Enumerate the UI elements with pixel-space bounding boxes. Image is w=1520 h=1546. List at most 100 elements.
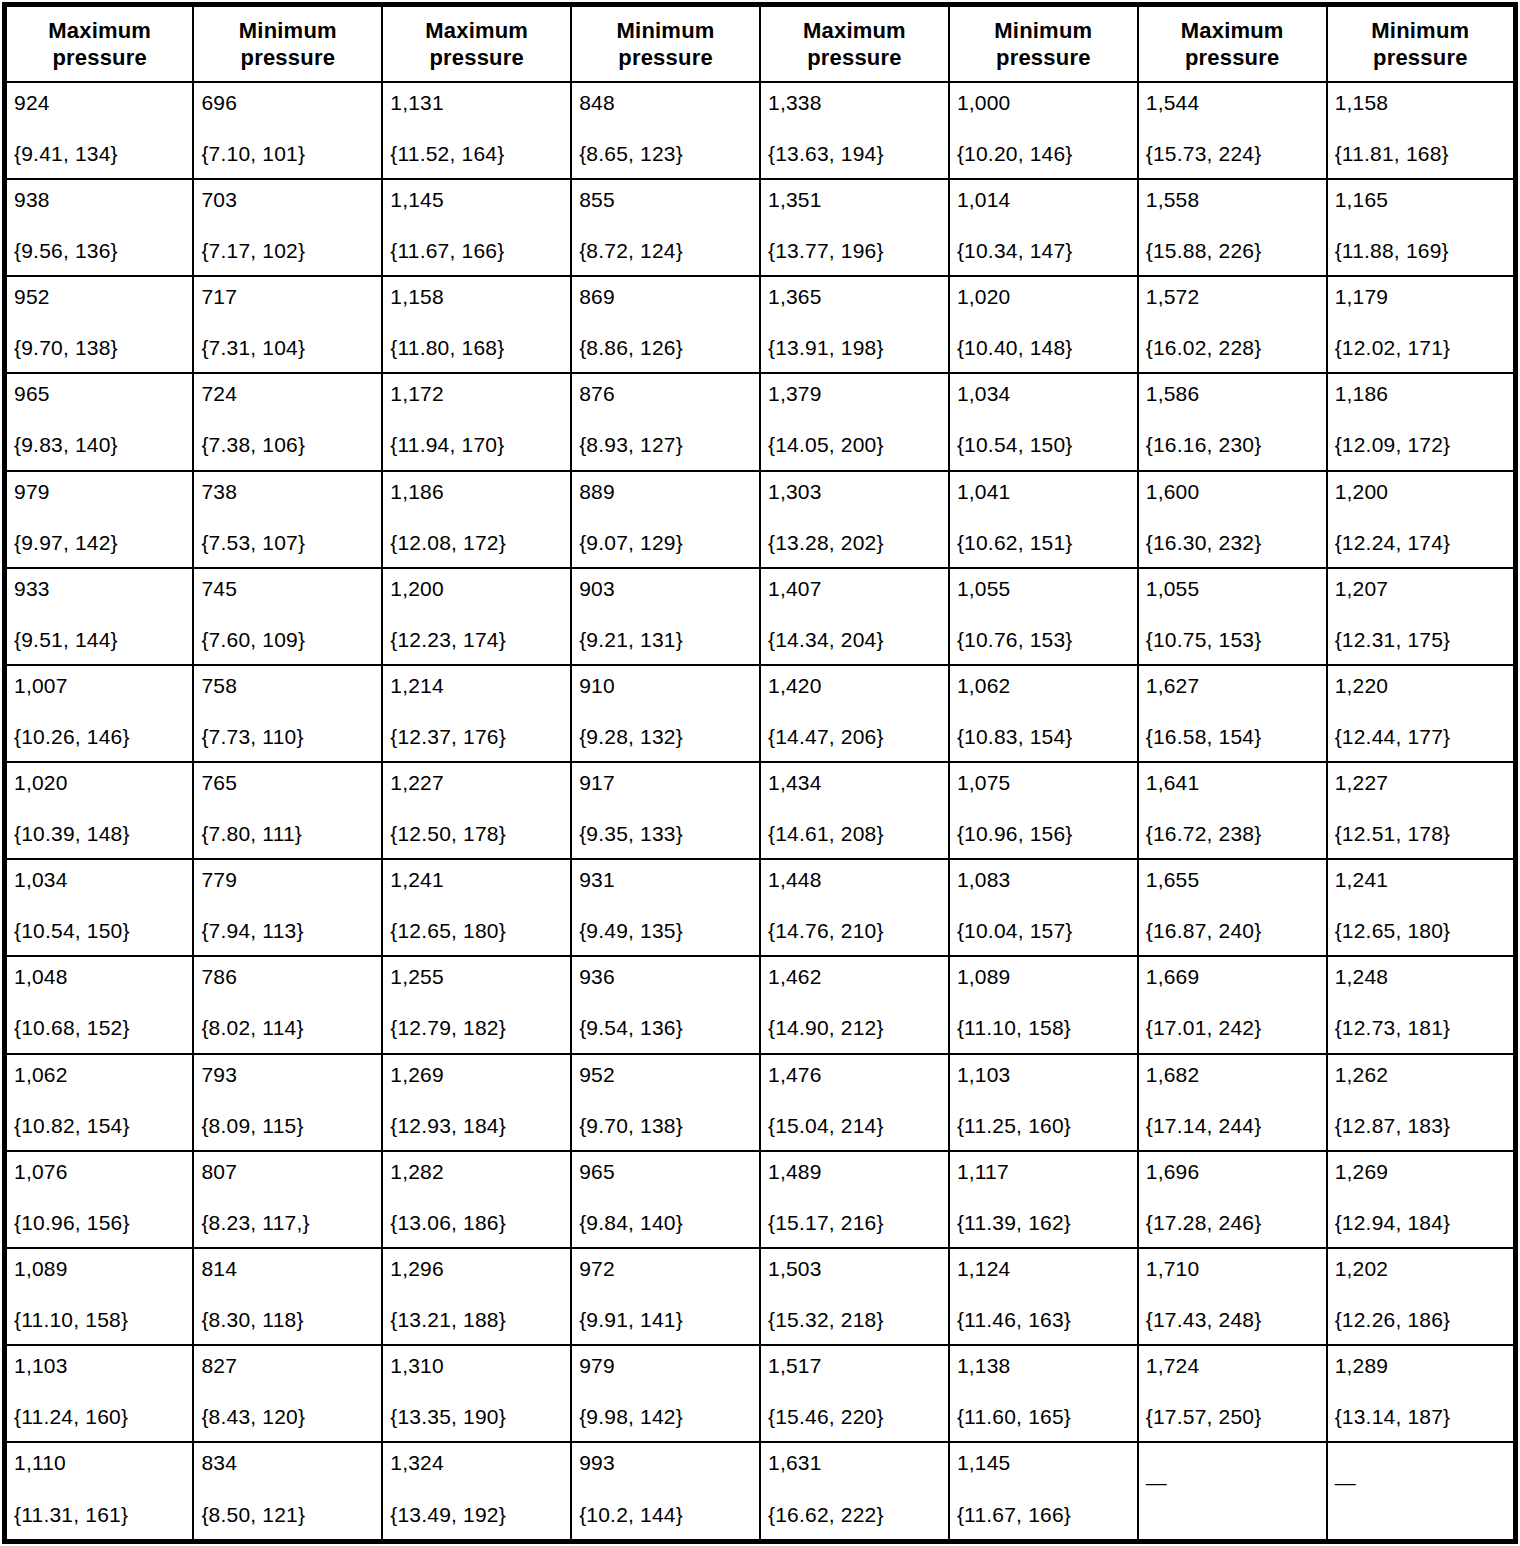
pressure-table-body: 924{9.41, 134}696{7.10, 101}1,131{11.52,… (5, 82, 1516, 1542)
table-cell: 1,407{14.34, 204} (760, 568, 949, 665)
table-cell: 1,434{14.61, 208} (760, 762, 949, 859)
table-cell: 1,710{17.43, 248} (1138, 1248, 1327, 1345)
cell-value: 933 (14, 577, 186, 601)
table-cell: 855{8.72, 124} (571, 179, 760, 276)
table-cell: 1,062{10.82, 154} (5, 1054, 194, 1151)
cell-range: {12.24, 174} (1335, 531, 1507, 555)
table-cell: 1,269{12.94, 184} (1327, 1151, 1516, 1248)
table-cell: 876{8.93, 127} (571, 373, 760, 470)
column-header-minimum-pressure: Minimum pressure (949, 5, 1138, 83)
cell-range: {12.65, 180} (390, 919, 564, 943)
table-cell: 1,227{12.51, 178} (1327, 762, 1516, 859)
cell-range: {13.49, 192} (390, 1503, 564, 1527)
cell-value: 1,351 (768, 188, 942, 212)
cell-range: {7.73, 110} (201, 725, 375, 749)
table-row: 1,034{10.54, 150}779{7.94, 113}1,241{12.… (5, 859, 1516, 956)
cell-value: 1,124 (957, 1257, 1131, 1281)
cell-value: 696 (201, 91, 375, 115)
cell-value: 903 (579, 577, 753, 601)
cell-range: {10.04, 157} (957, 919, 1131, 943)
table-cell: 1,041{10.62, 151} (949, 471, 1138, 568)
table-cell: 1,544{15.73, 224} (1138, 82, 1327, 179)
cell-value: 924 (14, 91, 186, 115)
cell-value: 1,207 (1335, 577, 1507, 601)
cell-range: {15.73, 224} (1146, 142, 1320, 166)
table-cell: 1,020{10.39, 148} (5, 762, 194, 859)
table-cell: 1,076{10.96, 156} (5, 1151, 194, 1248)
table-cell: 1,034{10.54, 150} (949, 373, 1138, 470)
cell-value: 972 (579, 1257, 753, 1281)
cell-value: 1,324 (390, 1451, 564, 1475)
cell-value: 1,076 (14, 1160, 186, 1184)
cell-value: 1,034 (957, 382, 1131, 406)
cell-value: 965 (14, 382, 186, 406)
cell-range: {7.94, 113} (201, 919, 375, 943)
table-cell: 979{9.98, 142} (571, 1345, 760, 1442)
cell-value: 1,089 (957, 965, 1131, 989)
table-cell: 814{8.30, 118} (193, 1248, 382, 1345)
cell-range: {10.83, 154} (957, 725, 1131, 749)
cell-range: {13.35, 190} (390, 1405, 564, 1429)
table-row: 924{9.41, 134}696{7.10, 101}1,131{11.52,… (5, 82, 1516, 179)
cell-value: 745 (201, 577, 375, 601)
cell-value: 1,214 (390, 674, 564, 698)
table-cell: 1,062{10.83, 154} (949, 665, 1138, 762)
cell-range: {7.17, 102} (201, 239, 375, 263)
cell-value: 1,289 (1335, 1354, 1507, 1378)
cell-range: {14.34, 204} (768, 628, 942, 652)
cell-range: {9.35, 133} (579, 822, 753, 846)
table-cell: 993{10.2, 144} (571, 1442, 760, 1541)
cell-range: {9.70, 138} (14, 336, 186, 360)
cell-value: 931 (579, 868, 753, 892)
table-cell: 965{9.84, 140} (571, 1151, 760, 1248)
cell-range: {11.67, 166} (390, 239, 564, 263)
cell-value: 1,020 (957, 285, 1131, 309)
cell-range: {8.02, 114} (201, 1016, 375, 1040)
cell-range: {10.34, 147} (957, 239, 1131, 263)
table-cell: 1,207{12.31, 175} (1327, 568, 1516, 665)
cell-range: {8.50, 121} (201, 1503, 375, 1527)
table-cell: 1,241{12.65, 180} (382, 859, 571, 956)
table-cell: 1,631{16.62, 222} (760, 1442, 949, 1541)
table-cell: 1,124 {11.46, 163} (949, 1248, 1138, 1345)
table-cell: 952{9.70, 138} (571, 1054, 760, 1151)
table-cell: 1,103{11.24, 160} (5, 1345, 194, 1442)
cell-range: {16.02, 228} (1146, 336, 1320, 360)
cell-range: {11.67, 166} (957, 1503, 1131, 1527)
cell-range: {11.31, 161} (14, 1503, 186, 1527)
cell-range: {15.32, 218} (768, 1308, 942, 1332)
cell-value: 1,696 (1146, 1160, 1320, 1184)
cell-value: 1,041 (957, 480, 1131, 504)
cell-value: 1,062 (14, 1063, 186, 1087)
cell-value: 793 (201, 1063, 375, 1087)
cell-value: 724 (201, 382, 375, 406)
cell-range: {16.58, 154} (1146, 725, 1320, 749)
cell-range: {12.93, 184} (390, 1114, 564, 1138)
cell-range: {12.87, 183} (1335, 1114, 1507, 1138)
table-cell: 765{7.80, 111} (193, 762, 382, 859)
cell-value: 1,103 (14, 1354, 186, 1378)
table-cell: 869{8.86, 126} (571, 276, 760, 373)
cell-value: 1,034 (14, 868, 186, 892)
cell-value: 786 (201, 965, 375, 989)
table-cell: 793{8.09, 115} (193, 1054, 382, 1151)
cell-range: {11.10, 158} (14, 1308, 186, 1332)
table-cell: 889{9.07, 129} (571, 471, 760, 568)
table-cell: 1,324 {13.49, 192} (382, 1442, 571, 1541)
table-cell: 1,655{16.87, 240} (1138, 859, 1327, 956)
cell-range: {9.21, 131} (579, 628, 753, 652)
cell-range: {15.88, 226} (1146, 239, 1320, 263)
table-cell: 745{7.60, 109} (193, 568, 382, 665)
cell-value: 1,572 (1146, 285, 1320, 309)
cell-value: 965 (579, 1160, 753, 1184)
table-cell: 1,351{13.77, 196} (760, 179, 949, 276)
cell-range: {11.46, 163} (957, 1308, 1131, 1332)
table-cell: 1,000{10.20, 146} (949, 82, 1138, 179)
cell-range: {10.54, 150} (14, 919, 186, 943)
table-cell: — (1138, 1442, 1327, 1541)
cell-value: 758 (201, 674, 375, 698)
cell-range: {10.68, 152} (14, 1016, 186, 1040)
cell-value: 1,269 (1335, 1160, 1507, 1184)
table-cell: 1,048{10.68, 152} (5, 956, 194, 1053)
table-cell: 1,255{12.79, 182} (382, 956, 571, 1053)
